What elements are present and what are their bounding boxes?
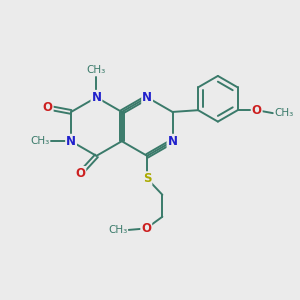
Text: N: N	[167, 135, 178, 148]
Text: S: S	[143, 172, 152, 185]
Text: O: O	[141, 222, 151, 235]
Text: N: N	[142, 91, 152, 104]
Text: CH₃: CH₃	[87, 65, 106, 75]
Text: CH₃: CH₃	[30, 136, 49, 146]
Text: CH₃: CH₃	[274, 108, 293, 118]
Text: O: O	[75, 167, 85, 180]
Text: O: O	[252, 104, 262, 117]
Text: N: N	[92, 91, 101, 104]
Text: CH₃: CH₃	[108, 225, 127, 235]
Text: N: N	[66, 135, 76, 148]
Text: O: O	[43, 101, 53, 114]
